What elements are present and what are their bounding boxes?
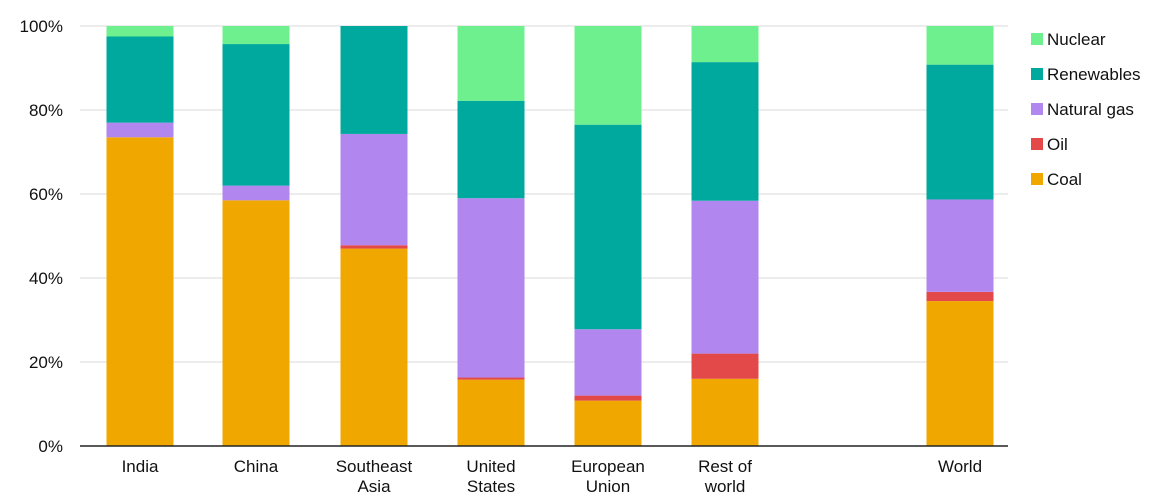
bar-segment-nuclear <box>106 26 174 37</box>
x-category-label: Southeast <box>336 457 413 476</box>
legend-item: Renewables <box>1031 65 1141 84</box>
bar-segment-renewables <box>222 44 290 186</box>
x-category-label: World <box>938 457 982 476</box>
legend-swatch <box>1031 103 1043 115</box>
x-category-label: China <box>234 457 279 476</box>
bar-segment-coal <box>457 379 525 446</box>
x-category-label: United <box>466 457 515 476</box>
bar-segment-nuclear <box>691 26 759 63</box>
x-category-label: States <box>467 477 515 494</box>
bar-segment-nuclear <box>457 26 525 101</box>
bar-segment-nuclear <box>926 26 994 65</box>
bar-segment-natural-gas <box>691 200 759 354</box>
legend-swatch <box>1031 33 1043 45</box>
bar-segment-nuclear <box>574 26 642 125</box>
bar-segment-oil <box>457 377 525 380</box>
bar-segment-coal <box>340 248 408 446</box>
legend-swatch <box>1031 138 1043 150</box>
bars <box>106 26 994 447</box>
bar-segment-coal <box>574 400 642 446</box>
bar-segment-oil <box>926 291 994 302</box>
legend-label: Oil <box>1047 135 1068 154</box>
y-tick-label: 0% <box>38 437 63 456</box>
legend-swatch <box>1031 173 1043 185</box>
legend-label: Natural gas <box>1047 100 1134 119</box>
legend-item: Oil <box>1031 135 1068 154</box>
legend-swatch <box>1031 68 1043 80</box>
bar-segment-natural-gas <box>106 122 174 138</box>
legend: Nuclear Renewables Natural gas Oil Coal <box>1031 30 1141 189</box>
bar-segment-coal <box>691 378 759 446</box>
legend-item: Coal <box>1031 170 1082 189</box>
legend-item: Nuclear <box>1031 30 1106 49</box>
x-category-label: India <box>122 457 159 476</box>
x-category-label: Rest of <box>698 457 752 476</box>
bar-segment-coal <box>222 200 290 446</box>
bar-segment-renewables <box>106 36 174 123</box>
bar-segment-natural-gas <box>340 133 408 246</box>
y-axis-tick-labels: 0% 20% 40% 60% 80% 100% <box>20 17 63 456</box>
x-category-label: Asia <box>357 477 391 494</box>
bar-segment-coal <box>106 137 174 447</box>
legend-label: Coal <box>1047 170 1082 189</box>
bar-segment-natural-gas <box>926 199 994 292</box>
bar-segment-natural-gas <box>222 185 290 201</box>
x-category-label: world <box>704 477 746 494</box>
y-tick-label: 20% <box>29 353 63 372</box>
bar-segment-renewables <box>457 100 525 199</box>
bar-segment-renewables <box>340 26 408 134</box>
grid-lines <box>80 25 1008 363</box>
bar-segment-natural-gas <box>574 329 642 396</box>
bar-segment-coal <box>926 301 994 446</box>
legend-label: Nuclear <box>1047 30 1106 49</box>
x-category-label: European <box>571 457 645 476</box>
legend-item: Natural gas <box>1031 100 1134 119</box>
bar-segment-oil <box>574 395 642 401</box>
bar-segment-nuclear <box>222 26 290 45</box>
bar-segment-oil <box>340 245 408 249</box>
legend-label: Renewables <box>1047 65 1141 84</box>
y-tick-label: 80% <box>29 101 63 120</box>
y-tick-label: 100% <box>20 17 63 36</box>
bar-segment-natural-gas <box>457 198 525 378</box>
bar-segment-renewables <box>574 124 642 330</box>
bar-segment-renewables <box>926 64 994 200</box>
x-category-label: Union <box>586 477 630 494</box>
y-tick-label: 60% <box>29 185 63 204</box>
bar-segment-renewables <box>691 62 759 201</box>
bar-segment-oil <box>691 353 759 379</box>
y-tick-label: 40% <box>29 269 63 288</box>
